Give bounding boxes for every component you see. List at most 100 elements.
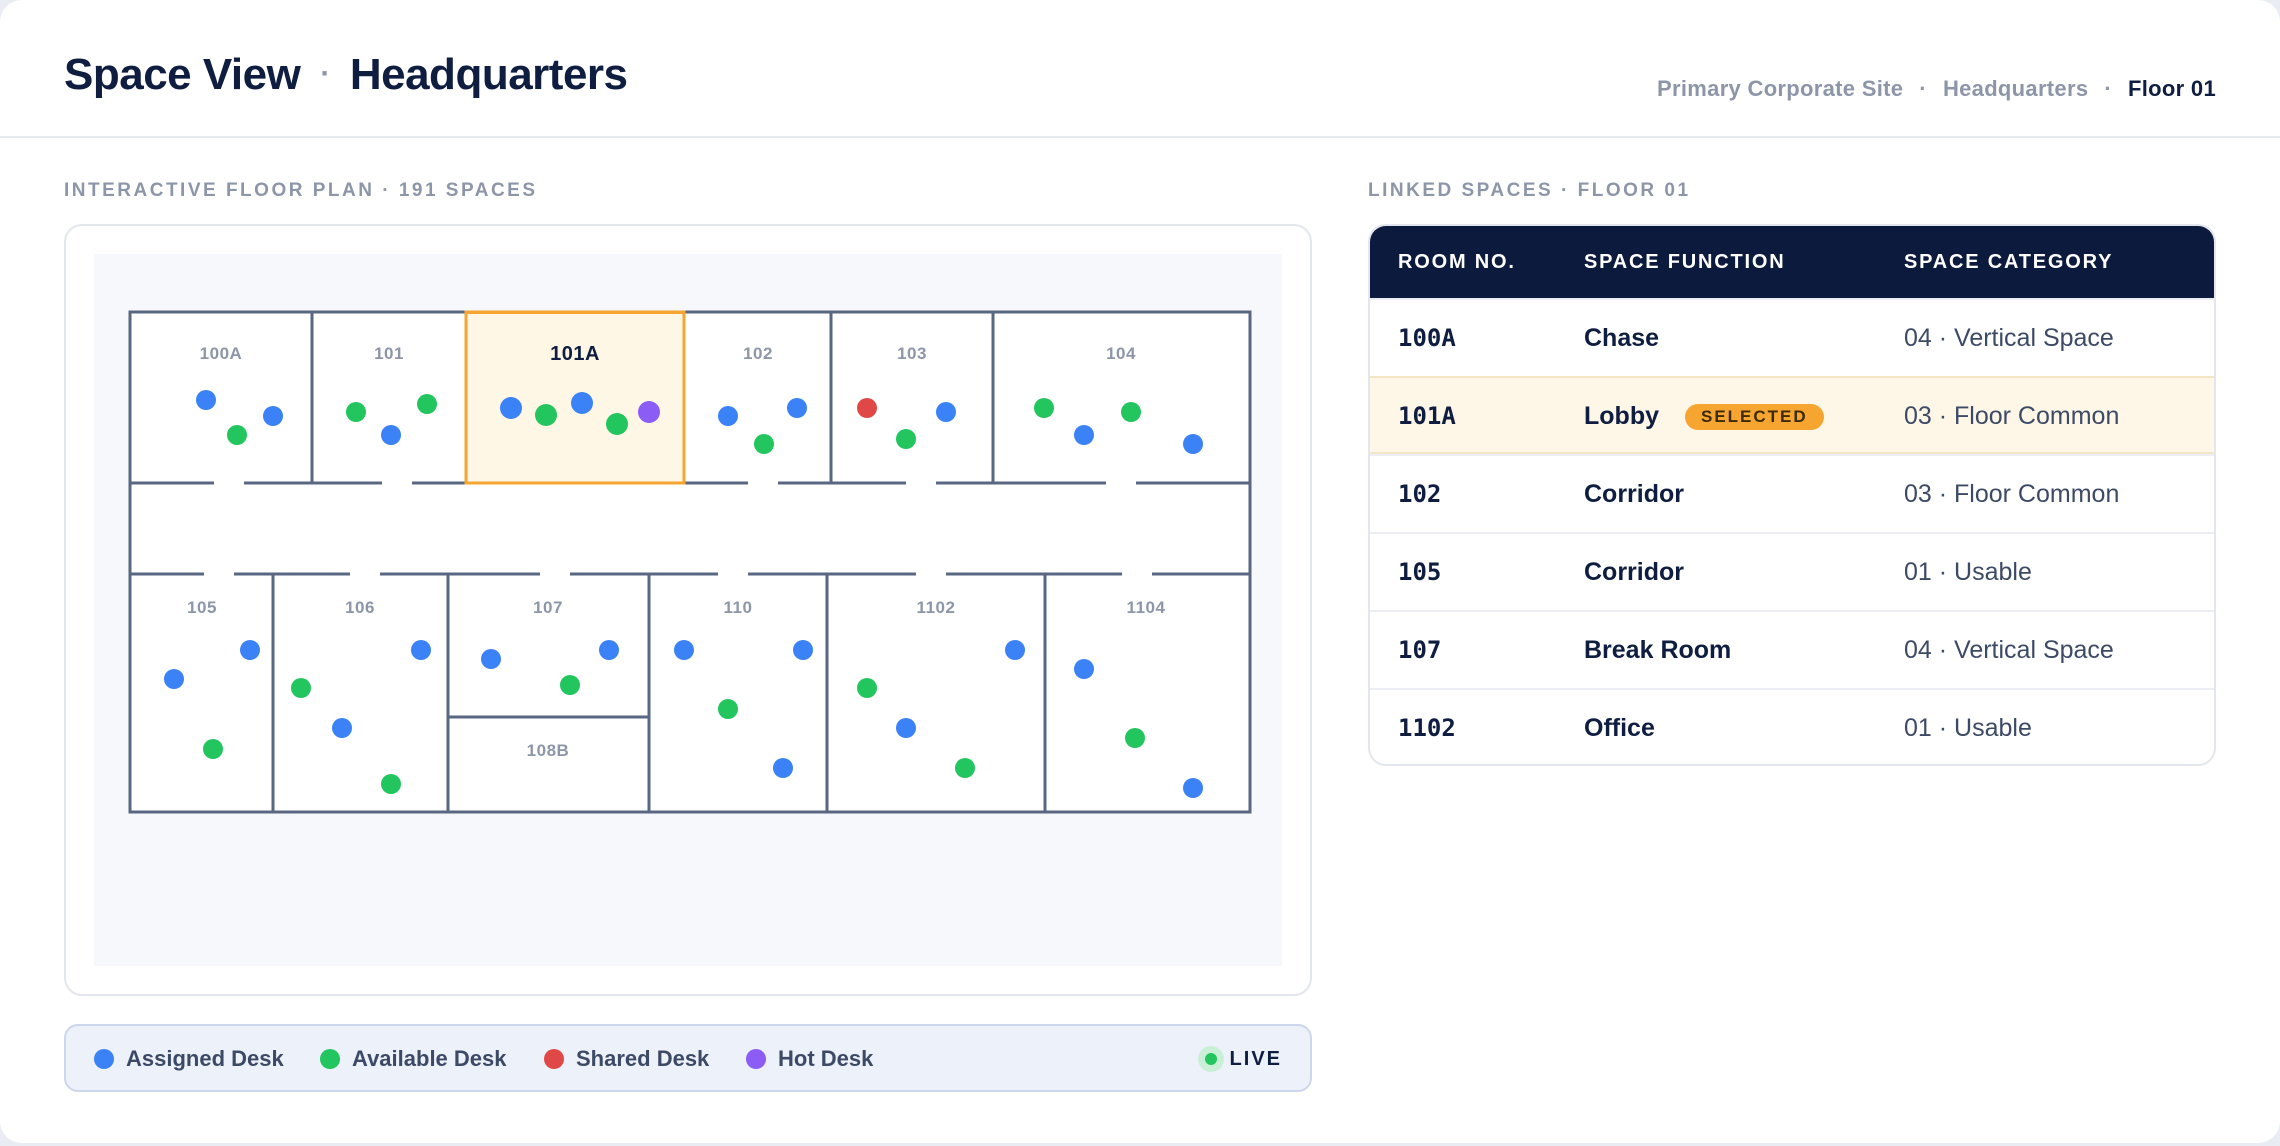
legend-item-shared: Shared Desk [544,1046,709,1072]
desk-marker[interactable] [500,397,522,419]
room-label-100a[interactable]: 100A [200,344,243,363]
room-label-106[interactable]: 106 [345,598,375,617]
room-number: 101A [1398,402,1456,430]
column-header-category[interactable]: SPACE CATEGORY [1904,251,2114,273]
room-label-101a[interactable]: 101A [550,343,600,365]
page-title: Space View · Headquarters [64,50,628,100]
desk-marker[interactable] [793,640,813,660]
table-row[interactable]: 102 Corridor 03 · Floor Common [1370,454,2214,532]
legend-label: Shared Desk [576,1046,710,1071]
breadcrumb-separator: · [2104,76,2113,101]
desk-marker[interactable] [606,413,628,435]
room-number: 102 [1398,480,1442,508]
linked-spaces-table: ROOM NO. SPACE FUNCTION SPACE CATEGORY 1… [1368,224,2216,766]
linked-spaces-section-label: LINKED SPACES · FLOOR 01 [1368,180,1691,201]
space-function: Break Room [1584,636,1732,664]
desk-marker[interactable] [754,434,774,454]
room-label-1104[interactable]: 1104 [1127,598,1166,617]
desk-marker[interactable] [773,758,793,778]
desk-marker[interactable] [1183,778,1203,798]
desk-marker[interactable] [936,402,956,422]
desk-marker[interactable] [240,640,260,660]
page-header: Space View · Headquarters Primary Corporat… [0,0,2280,138]
floor-plan-canvas[interactable]: 100A 101 101A 102 103 104 105 106 107 10… [94,254,1282,966]
desk-marker[interactable] [1183,434,1203,454]
table-header: ROOM NO. SPACE FUNCTION SPACE CATEGORY [1370,226,2214,298]
title-main: Space View [64,50,301,99]
desk-marker[interactable] [718,406,738,426]
hot-desk-dot-icon [746,1049,766,1069]
desk-marker[interactable] [560,675,580,695]
column-header-function[interactable]: SPACE FUNCTION [1584,251,1786,273]
desk-marker[interactable] [787,398,807,418]
desk-marker[interactable] [481,649,501,669]
space-category: 04 · Vertical Space [1904,324,2114,352]
room-label-108b[interactable]: 108B [527,741,570,760]
room-label-104[interactable]: 104 [1106,344,1136,363]
outer-wall [128,310,1252,814]
room-label-107[interactable]: 107 [533,598,563,617]
desk-marker[interactable] [381,425,401,445]
desk-marker[interactable] [857,398,877,418]
desk-marker[interactable] [1121,402,1141,422]
floor-plan-section-label: INTERACTIVE FLOOR PLAN · 191 SPACES [64,180,538,201]
table-row[interactable]: 1102 Office 01 · Usable [1370,688,2214,764]
desk-marker[interactable] [1074,659,1094,679]
desk-marker[interactable] [896,429,916,449]
room-label-102[interactable]: 102 [743,344,773,363]
room-label-103[interactable]: 103 [897,344,927,363]
desk-marker[interactable] [227,425,247,445]
desk-marker[interactable] [896,718,916,738]
desk-marker[interactable] [164,669,184,689]
table-row-selected[interactable]: 101A Lobby SELECTED 03 · Floor Common [1370,376,2214,454]
desk-marker[interactable] [599,640,619,660]
space-function: Lobby SELECTED [1584,402,1824,431]
desk-marker[interactable] [718,699,738,719]
table-row[interactable]: 107 Break Room 04 · Vertical Space [1370,610,2214,688]
legend-item-hot: Hot Desk [746,1046,873,1072]
table-row[interactable]: 100A Chase 04 · Vertical Space [1370,298,2214,376]
desk-marker[interactable] [196,390,216,410]
space-function: Chase [1584,324,1660,352]
desk-marker[interactable] [638,401,660,423]
desk-marker[interactable] [1125,728,1145,748]
space-function: Office [1584,714,1655,742]
desk-marker[interactable] [1074,425,1094,445]
room-label-105[interactable]: 105 [187,598,217,617]
desk-legend: Assigned Desk Available Desk Shared Desk… [64,1024,1312,1092]
breadcrumb-item-building[interactable]: Headquarters [1942,76,2089,101]
desk-marker[interactable] [535,404,557,426]
breadcrumb-item-site[interactable]: Primary Corporate Site [1657,76,1904,101]
desk-markers [164,390,1203,798]
desk-marker[interactable] [571,392,593,414]
column-header-room[interactable]: ROOM NO. [1398,251,1516,273]
table-row[interactable]: 105 Corridor 01 · Usable [1370,532,2214,610]
breadcrumb-item-floor: Floor 01 [2128,76,2216,101]
desk-marker[interactable] [381,774,401,794]
title-separator: · [320,57,330,90]
corridor-fill [131,483,1249,574]
desk-marker[interactable] [417,394,437,414]
live-pulse-icon [1197,1046,1224,1072]
desk-marker[interactable] [332,718,352,738]
desk-marker[interactable] [411,640,431,660]
legend-label: Available Desk [352,1046,507,1071]
room-label-110[interactable]: 110 [724,598,753,617]
desk-marker[interactable] [1034,398,1054,418]
desk-marker[interactable] [955,758,975,778]
desk-marker[interactable] [203,739,223,759]
desk-marker[interactable] [346,402,366,422]
title-site: Headquarters [349,50,628,99]
room-label-101[interactable]: 101 [374,344,404,363]
desk-marker[interactable] [263,406,283,426]
space-category: 04 · Vertical Space [1904,636,2114,664]
room-label-1102[interactable]: 1102 [917,598,956,617]
selected-badge: SELECTED [1685,403,1824,430]
desk-marker[interactable] [1005,640,1025,660]
space-category: 03 · Floor Common [1904,402,2120,430]
floor-plan-panel: 100A 101 101A 102 103 104 105 106 107 10… [64,224,1312,996]
desk-marker[interactable] [291,678,311,698]
desk-marker[interactable] [674,640,694,660]
desk-marker[interactable] [857,678,877,698]
space-category: 01 · Usable [1904,714,2032,742]
